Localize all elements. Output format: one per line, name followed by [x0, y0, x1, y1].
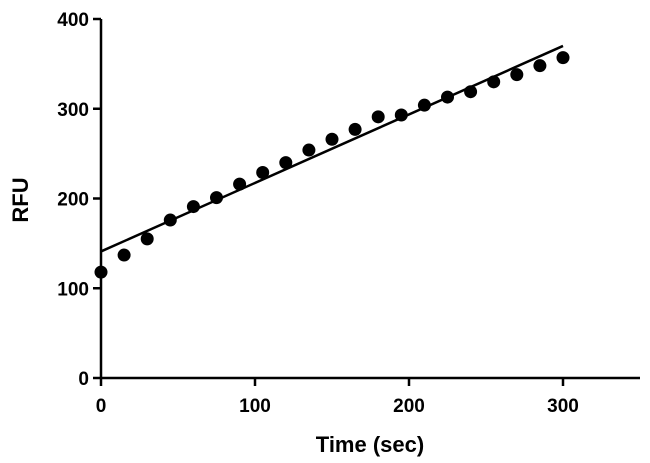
data-point — [556, 51, 570, 65]
data-point — [394, 108, 408, 122]
data-point — [302, 143, 316, 157]
data-point — [210, 191, 223, 205]
data-point — [464, 85, 478, 99]
data-point — [487, 75, 501, 89]
data-point — [186, 200, 200, 214]
data-point — [279, 156, 293, 170]
y-tick-label: 200 — [57, 190, 89, 211]
x-axis-ticks: 0 100 200 300 — [96, 378, 579, 417]
data-point — [325, 132, 339, 146]
x-axis-title: Time (sec) — [316, 432, 424, 457]
chart-axes — [99, 19, 640, 380]
x-tick-label: 300 — [547, 396, 579, 417]
data-point — [371, 110, 385, 124]
data-points — [94, 51, 570, 279]
fit-line — [100, 44, 564, 253]
data-point — [163, 213, 177, 227]
y-axis-title: RFU — [8, 177, 33, 222]
x-tick-label: 0 — [96, 396, 107, 417]
x-tick-label: 200 — [393, 396, 425, 417]
data-point — [417, 98, 431, 112]
data-point — [441, 90, 454, 104]
data-point — [94, 265, 108, 279]
data-point — [348, 122, 362, 136]
data-point — [510, 68, 524, 82]
data-point — [140, 232, 154, 246]
data-point — [256, 165, 270, 179]
data-point — [117, 248, 131, 262]
x-tick-label: 100 — [239, 396, 271, 417]
y-tick-label: 100 — [57, 279, 89, 300]
y-tick-label: 300 — [57, 100, 89, 121]
data-point — [233, 177, 247, 191]
y-tick-label: 0 — [78, 369, 89, 390]
fit-line-group — [100, 44, 564, 253]
y-axis-ticks: 0 100 200 300 400 — [57, 10, 101, 390]
data-point — [533, 59, 547, 73]
y-tick-label: 400 — [57, 10, 89, 31]
